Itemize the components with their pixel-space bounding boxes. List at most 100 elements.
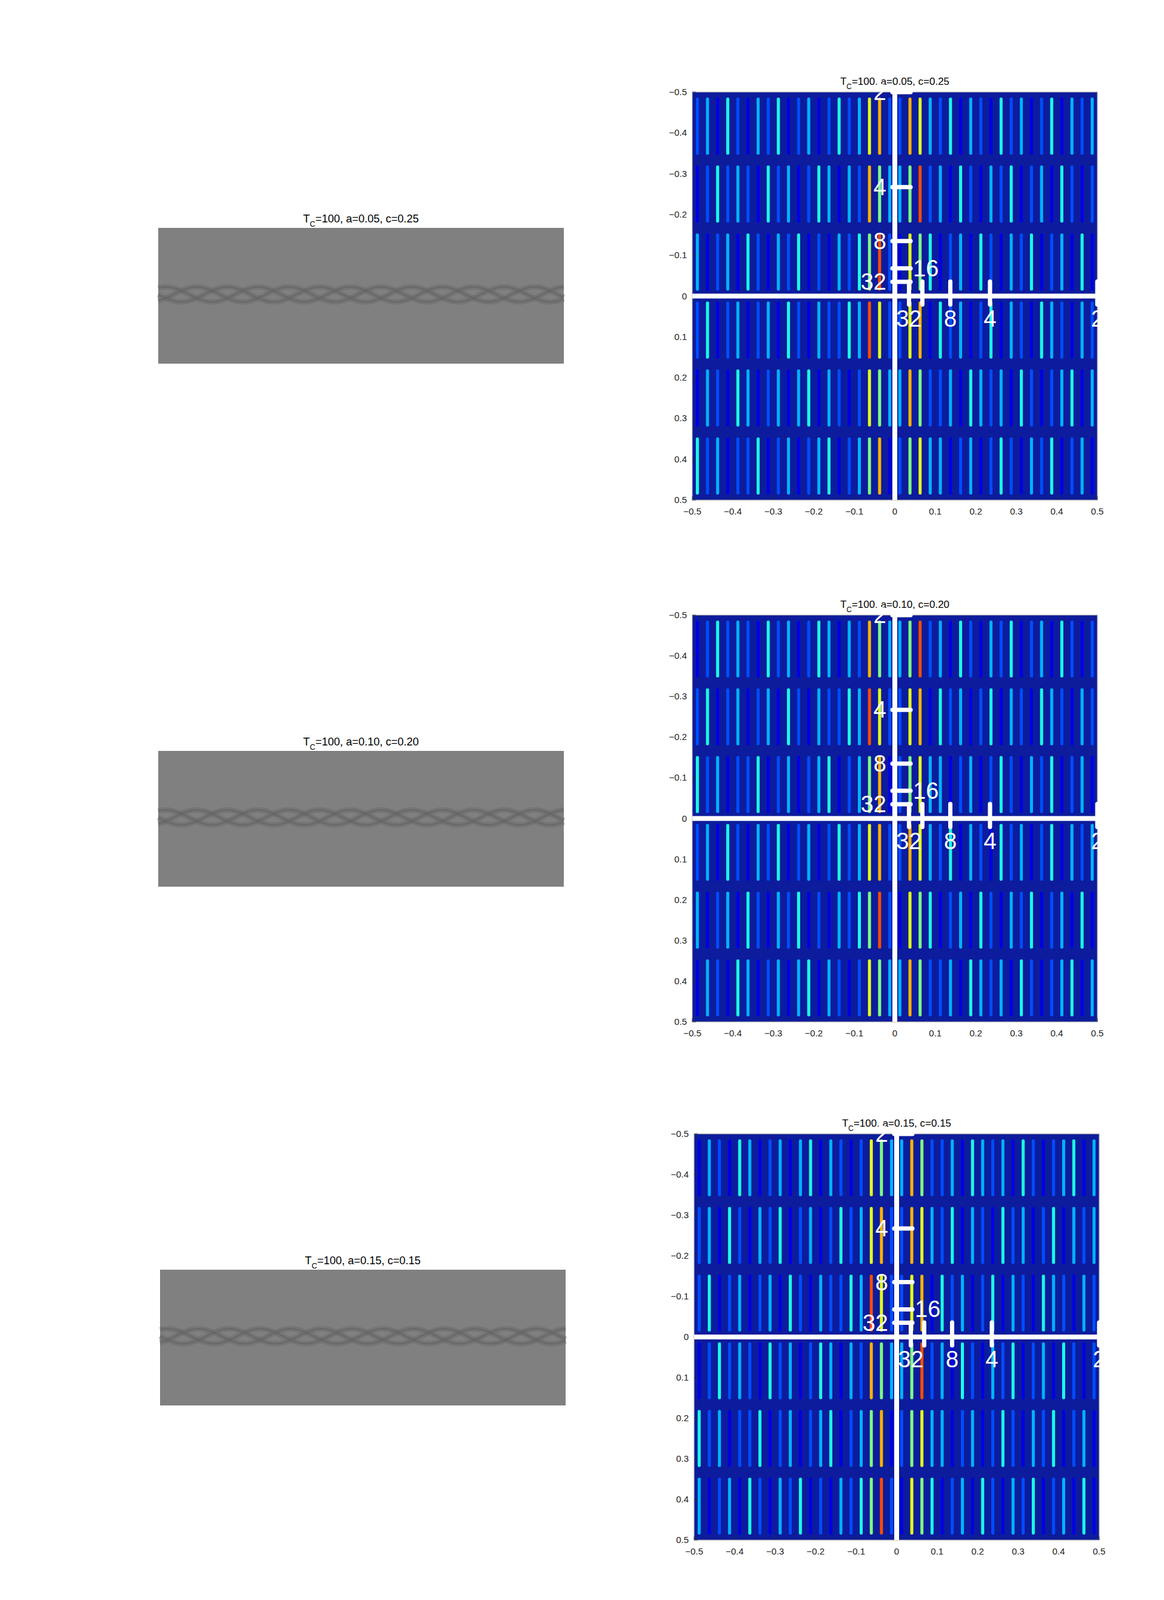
cell [827,97,831,155]
cell [786,688,790,746]
plot-area [692,92,1098,501]
cell [991,1410,995,1468]
cell [969,165,973,223]
y-tick [692,173,696,174]
cell [960,1410,964,1468]
cell [939,437,943,495]
cell [980,1410,984,1468]
cell [1040,97,1044,155]
cell [859,1207,863,1265]
cell [999,823,1003,881]
cell [980,1342,984,1400]
cell [706,688,710,746]
x-tick [772,1018,774,1023]
cell [1010,165,1014,223]
cell [930,1342,934,1400]
cell [788,1274,792,1332]
cell [837,233,841,291]
cell [827,437,831,495]
cell [809,1478,813,1536]
cell [1001,1342,1005,1400]
cell [819,1342,823,1400]
cell [768,1207,772,1265]
cell [877,369,881,427]
cell [776,688,780,746]
braid-strand-core [160,1328,566,1345]
cell [979,97,983,155]
cell [1031,1478,1035,1536]
y-tick-label: 0.1 [674,854,687,865]
cell [1060,620,1064,678]
y-tick [692,737,696,738]
x-tick-label: −0.4 [723,506,743,517]
cell [1030,959,1034,1017]
cell [939,891,943,949]
frame [692,615,1098,1023]
cell [1082,1342,1086,1400]
cell [930,1478,934,1536]
braid [158,809,564,826]
cell [898,688,902,746]
period-mark-x [906,281,912,305]
cell [756,369,760,427]
cell [888,891,892,949]
period-mark-y [892,184,911,190]
cell [1062,1410,1066,1468]
cell [948,165,952,223]
frame [692,92,1098,501]
y-tick-label: −0.1 [670,1291,689,1302]
title-subscript: C [309,743,316,752]
cell [908,891,912,949]
cell [868,437,872,495]
cell [1010,233,1014,291]
cell [999,437,1003,495]
cell [969,756,973,814]
cell [1019,891,1023,949]
cell [999,688,1003,746]
cell [797,620,801,678]
cell [1010,97,1014,155]
cell [736,823,740,881]
cell [1072,1139,1076,1197]
cell [1040,369,1044,427]
cell [839,1207,843,1265]
cell [859,1342,863,1400]
cell [1040,959,1044,1017]
cell [960,1478,964,1536]
cell [776,97,780,155]
cell [1040,620,1044,678]
x-tick-label: −0.3 [766,1546,785,1557]
y-tick [692,132,696,134]
braid-strand [158,809,564,826]
x-tick-label: 0.5 [1091,1028,1104,1039]
cell [1090,620,1094,678]
cell [920,1139,924,1197]
cell [971,1342,975,1400]
cell [728,1478,732,1536]
cell [999,620,1003,678]
x-tick [732,496,733,501]
x-tick [1017,1536,1019,1541]
cell [847,959,851,1017]
cell [889,1342,894,1400]
cell [900,1478,904,1536]
cell [736,369,740,427]
cell [768,1274,772,1332]
cell [697,1342,701,1400]
cell [908,959,912,1017]
braid-strand-core [158,286,564,302]
cell [746,891,750,949]
cell [1090,756,1094,814]
cell [1001,1410,1005,1468]
cell [889,1410,894,1468]
cell [1072,1478,1076,1536]
cell [920,1410,924,1468]
cell [748,1139,752,1197]
cell [819,1478,823,1536]
period-label-y: 4 [875,1216,889,1242]
cell [971,1478,975,1536]
cell [920,1207,924,1265]
cell [738,1139,742,1197]
cell [1080,688,1084,746]
cell [1019,437,1023,495]
